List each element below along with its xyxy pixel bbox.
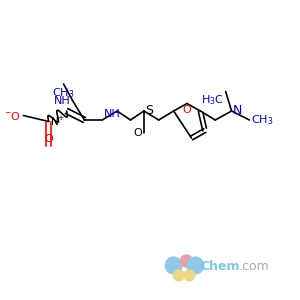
Text: S: S <box>145 104 153 118</box>
Text: .com: .com <box>239 260 270 273</box>
Circle shape <box>184 270 195 281</box>
Text: CH$_3$: CH$_3$ <box>251 113 273 127</box>
Text: O: O <box>134 128 142 138</box>
Text: N$^{+}$: N$^{+}$ <box>50 115 65 128</box>
Text: Chem: Chem <box>200 260 240 273</box>
Text: NH: NH <box>104 110 121 119</box>
Circle shape <box>165 257 182 274</box>
Text: N: N <box>232 104 242 118</box>
Text: O: O <box>44 134 53 144</box>
Text: $^{-}$O: $^{-}$O <box>4 110 21 122</box>
Circle shape <box>181 255 192 267</box>
Text: CH$_3$: CH$_3$ <box>52 86 75 100</box>
Text: O: O <box>183 105 191 115</box>
Circle shape <box>173 270 184 281</box>
Text: H$_3$C: H$_3$C <box>201 93 224 107</box>
Circle shape <box>187 257 204 274</box>
Text: NH: NH <box>54 95 71 106</box>
